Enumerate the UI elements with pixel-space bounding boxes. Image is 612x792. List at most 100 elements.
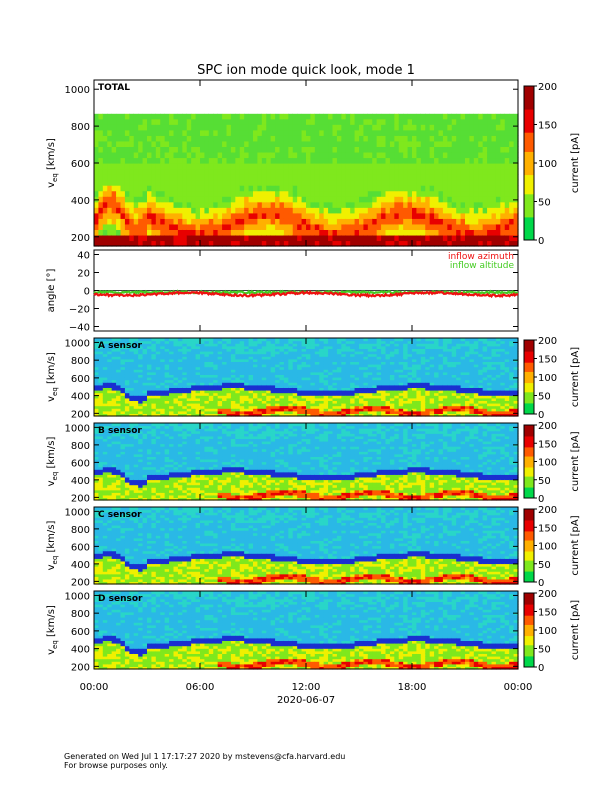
heatmap-cell	[248, 405, 254, 409]
heatmap-cell	[376, 80, 382, 87]
heatmap-cell	[182, 146, 188, 153]
heatmap-cell	[491, 201, 497, 208]
heatmap-cell	[341, 364, 347, 368]
heatmap-cell	[253, 207, 259, 214]
heatmap-cell	[306, 369, 312, 373]
heatmap-cell	[173, 212, 179, 219]
heatmap-cell	[310, 229, 316, 236]
heatmap-cell	[111, 168, 117, 175]
heatmap-cell	[235, 345, 241, 349]
heatmap-cell	[283, 340, 289, 344]
heatmap-cell	[253, 379, 259, 383]
heatmap-cell	[465, 129, 471, 136]
heatmap-cell	[398, 212, 404, 219]
heatmap-cells-total	[94, 80, 519, 247]
heatmap-cell	[213, 146, 219, 153]
heatmap-cell	[200, 358, 206, 362]
heatmap-cell	[319, 223, 325, 230]
heatmap-cell	[195, 185, 201, 192]
heatmap-cell	[297, 361, 303, 365]
heatmap-cell	[451, 102, 457, 109]
heatmap-cell	[195, 135, 201, 142]
heatmap-cell	[235, 118, 241, 125]
heatmap-cell	[279, 151, 285, 159]
heatmap-cell	[239, 168, 245, 175]
heatmap-cell	[116, 345, 122, 349]
heatmap-cell	[151, 377, 157, 381]
heatmap-cell	[98, 371, 104, 375]
heatmap-cell	[195, 371, 201, 375]
heatmap-cell	[412, 102, 418, 109]
heatmap-cell	[279, 240, 285, 247]
heatmap-cell	[138, 358, 144, 362]
heatmap-cell	[169, 364, 175, 368]
heatmap-cell	[111, 107, 117, 114]
heatmap-cell	[412, 179, 418, 186]
heatmap-cell	[261, 207, 267, 214]
heatmap-cell	[367, 157, 373, 164]
heatmap-cell	[275, 395, 281, 399]
heatmap-cell	[195, 190, 201, 197]
heatmap-cell	[270, 234, 276, 242]
heatmap-cell	[98, 410, 104, 414]
heatmap-cell	[416, 118, 422, 125]
heatmap-cell	[442, 185, 448, 192]
heatmap-cell	[235, 212, 241, 219]
heatmap-cell	[186, 218, 192, 225]
heatmap-cell	[147, 340, 153, 344]
heatmap-cell	[138, 338, 144, 342]
heatmap-cell	[98, 229, 104, 236]
heatmap-cell	[425, 218, 431, 225]
heatmap-cell	[98, 382, 104, 386]
heatmap-cell	[292, 374, 298, 378]
heatmap-cell	[107, 348, 113, 352]
heatmap-cell	[116, 174, 122, 181]
heatmap-cell	[310, 343, 316, 347]
heatmap-cell	[434, 124, 440, 131]
heatmap-cell	[173, 348, 179, 352]
heatmap-cell	[345, 408, 351, 412]
heatmap-cell	[359, 174, 365, 181]
heatmap-cell	[381, 223, 387, 230]
heatmap-cell	[442, 113, 448, 120]
heatmap-cell	[266, 345, 272, 349]
heatmap-cell	[319, 348, 325, 352]
heatmap-cell	[372, 345, 378, 349]
heatmap-cell	[147, 212, 153, 219]
heatmap-cell	[177, 223, 183, 230]
heatmap-cell	[297, 413, 303, 417]
heatmap-cell	[367, 179, 373, 186]
heatmap-cell	[292, 371, 298, 375]
heatmap-cell	[147, 118, 153, 125]
heatmap-cell	[160, 338, 166, 342]
heatmap-cell	[376, 343, 382, 347]
heatmap-cell	[151, 135, 157, 142]
heatmap-cell	[226, 345, 232, 349]
heatmap-cell	[354, 356, 360, 360]
heatmap-cell	[385, 129, 391, 136]
heatmap-cell	[191, 343, 197, 347]
heatmap-cell	[394, 124, 400, 131]
heatmap-cell	[226, 384, 232, 388]
heatmap-cell	[301, 234, 307, 242]
heatmap-cell	[204, 400, 210, 404]
heatmap-cell	[94, 168, 100, 175]
heatmap-cell	[222, 353, 228, 357]
heatmap-cell	[367, 351, 373, 355]
heatmap-cell	[319, 157, 325, 164]
heatmap-cell	[310, 356, 316, 360]
heatmap-cell	[385, 190, 391, 197]
heatmap-cell	[169, 369, 175, 373]
heatmap-cell	[120, 397, 126, 401]
heatmap-cell	[336, 223, 342, 230]
heatmap-cell	[169, 387, 175, 391]
heatmap-cell	[169, 392, 175, 396]
heatmap-cell	[359, 338, 365, 342]
heatmap-cell	[129, 234, 135, 242]
heatmap-cell	[98, 91, 104, 98]
heatmap-cell	[169, 118, 175, 125]
heatmap-cell	[412, 190, 418, 197]
heatmap-cell	[120, 366, 126, 370]
heatmap-cell	[164, 163, 170, 170]
heatmap-cell	[261, 91, 267, 98]
